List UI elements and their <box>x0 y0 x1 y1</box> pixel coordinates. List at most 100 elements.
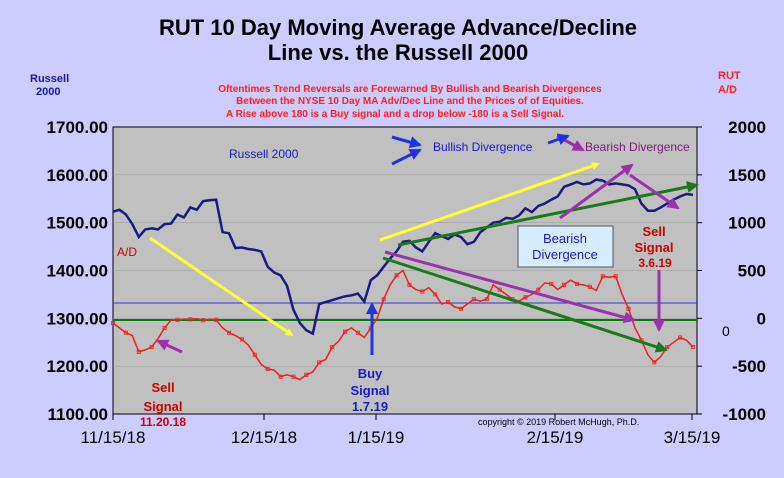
bearish-divergence-box <box>517 225 614 268</box>
ad-point <box>317 360 322 365</box>
ad-point <box>304 372 309 377</box>
right-axis-ticks: 2000 1500 1000 500 0 -500 -1000 <box>697 118 766 424</box>
left-tick-label: 1600.00 <box>47 166 108 185</box>
ad-point <box>484 297 489 302</box>
sell2-line2: Signal <box>634 240 673 255</box>
bearish-box-line1: Bearish <box>543 231 587 246</box>
sell2-line1: Sell <box>642 224 665 239</box>
note-line-2: Between the NYSE 10 Day MA Adv/Dec Line … <box>236 96 584 107</box>
chart-title-line1: RUT 10 Day Moving Average Advance/Declin… <box>159 15 637 40</box>
ad-point <box>123 330 128 335</box>
ad-point <box>291 374 296 379</box>
right-tick-label: 500 <box>738 262 766 281</box>
ad-point <box>536 287 541 292</box>
left-axis-ticks: 1700.00 1600.00 1500.00 1400.00 1300.00 1200.… <box>47 118 108 424</box>
green-arrow-down <box>382 256 668 353</box>
ad-point <box>111 321 116 326</box>
buy-line2: Signal <box>350 383 389 398</box>
left-axis-label-1: Russell <box>30 73 69 85</box>
ad-point <box>342 329 347 334</box>
right-tick-label: -500 <box>732 357 766 376</box>
ad-point <box>626 306 631 311</box>
ad-point <box>497 287 502 292</box>
right-tick-label: 1500 <box>728 166 766 185</box>
ad-point <box>562 282 567 287</box>
purple-arrow-up <box>559 163 634 220</box>
buy-line1: Buy <box>358 366 383 381</box>
right-axis-label-2: A/D <box>718 84 737 96</box>
ad-label: A/D <box>117 245 137 259</box>
ad-point <box>575 281 580 286</box>
purple-arrow-down <box>384 250 636 324</box>
ad-point <box>136 349 141 354</box>
russell-label: Russell 2000 <box>229 147 299 161</box>
ad-point <box>652 360 657 365</box>
ad-point <box>394 273 399 278</box>
left-tick-label: 1100.00 <box>47 405 108 424</box>
left-tick-label: 1400.00 <box>47 262 108 281</box>
ad-point <box>381 297 386 302</box>
buy-line3: 1.7.19 <box>352 399 388 414</box>
ad-point <box>458 306 463 311</box>
ad-point <box>175 317 180 322</box>
yellow-arrow-up <box>379 162 600 242</box>
ad-point <box>162 325 167 330</box>
ad-point <box>201 318 206 323</box>
series-ad-line <box>112 269 694 381</box>
right-axis-label-1: RUT <box>718 70 741 82</box>
x-tick-label: 1/15/19 <box>348 428 405 447</box>
left-axis-label-2: 2000 <box>36 86 60 98</box>
ad-point <box>613 274 618 279</box>
yellow-arrow-down <box>149 236 294 337</box>
x-tick-label: 12/15/18 <box>231 428 297 447</box>
ad-point <box>278 374 283 379</box>
bullish-arrow-2 <box>391 148 422 166</box>
sell2-line3: 3.6.19 <box>638 256 672 270</box>
sell1-arrow <box>156 339 183 354</box>
ad-point <box>549 281 554 286</box>
ad-point <box>446 300 451 305</box>
gridlines <box>113 174 697 367</box>
ad-point <box>265 367 270 372</box>
bearish-box-line2: Divergence <box>532 247 598 262</box>
copyright: copyright © 2019 Robert McHugh, Ph.D. <box>478 417 639 427</box>
ad-point <box>471 297 476 302</box>
ad-point <box>433 292 438 297</box>
x-tick-label: 2/15/19 <box>527 428 584 447</box>
ad-point <box>188 317 193 322</box>
ad-point <box>691 345 696 350</box>
right-tick-label: 0 <box>757 309 766 328</box>
ad-point <box>407 282 412 287</box>
ad-point <box>678 335 683 340</box>
bullish-arrow-1 <box>391 135 422 149</box>
ad-point <box>214 317 219 322</box>
ad-point <box>355 330 360 335</box>
note-line-1: Oftentimes Trend Reversals are Forewarne… <box>218 84 602 95</box>
series-rut-line <box>112 178 694 336</box>
right-tick-label: -1000 <box>723 405 766 424</box>
note-line-3: A Rise above 180 is a Buy signal and a d… <box>226 109 564 120</box>
ad-point <box>420 289 425 294</box>
sell1-line1: Sell <box>151 380 174 395</box>
bearish-divergence-label: Bearish Divergence <box>585 140 690 154</box>
green-arrow-up <box>397 181 699 247</box>
left-tick-label: 1700.00 <box>47 118 108 137</box>
x-tick-label: 3/15/19 <box>664 428 721 447</box>
x-tick-label: 11/15/18 <box>81 428 146 447</box>
ad-point <box>600 274 605 279</box>
russell-series <box>112 178 694 336</box>
ad-point <box>252 352 257 357</box>
ad-point <box>523 295 528 300</box>
left-tick-label: 1500.00 <box>47 214 108 233</box>
left-tick-label: 1300.00 <box>47 309 108 328</box>
right-tick-label: 1000 <box>728 214 766 233</box>
ad-point <box>149 345 154 350</box>
ad-point <box>226 330 231 335</box>
bullish-arrow-3 <box>547 133 570 145</box>
zero-label: 0 <box>722 323 730 339</box>
x-axis-ticks: 11/15/18 12/15/18 1/15/19 2/15/19 3/15/19 <box>81 414 721 447</box>
chart-title-line2: Line vs. the Russell 2000 <box>268 40 528 65</box>
ad-point <box>239 337 244 342</box>
